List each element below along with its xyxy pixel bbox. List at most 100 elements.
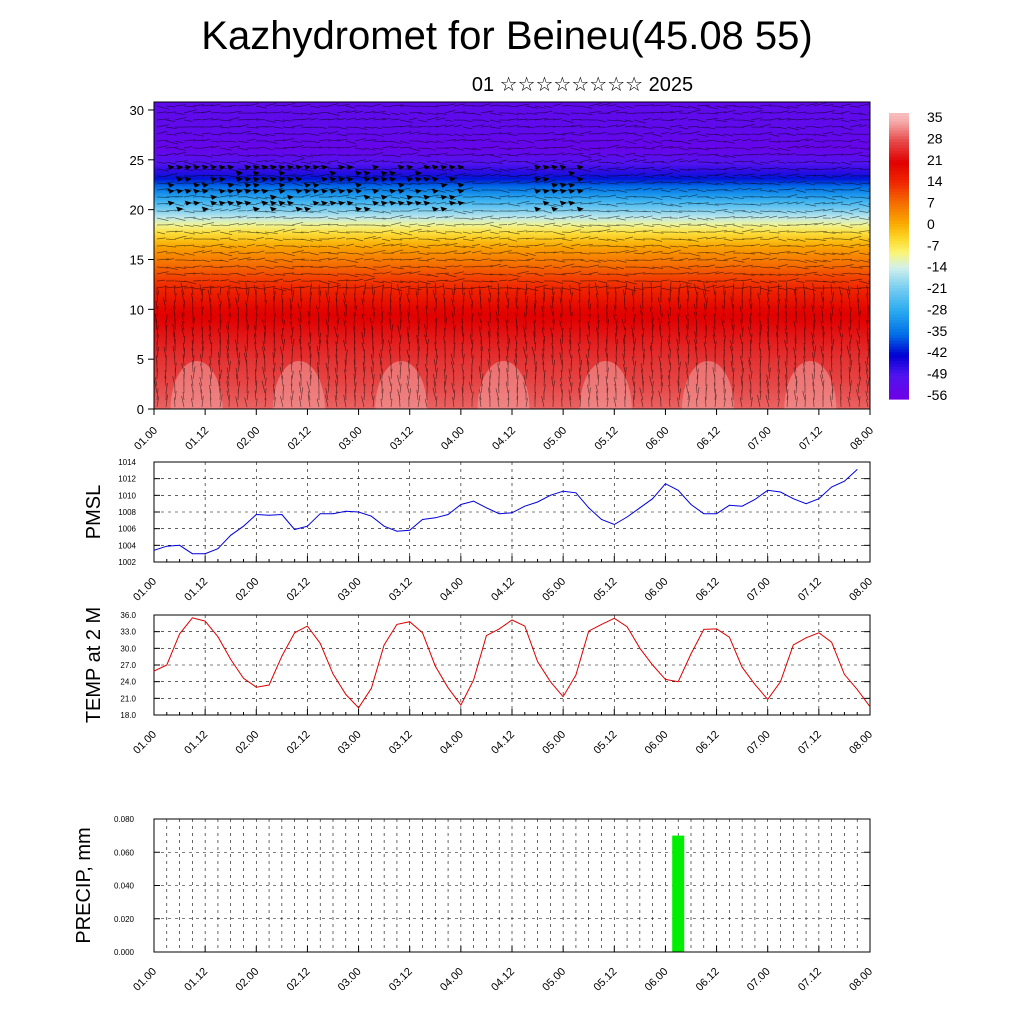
wind-barb [712, 334, 716, 345]
wind-barb [228, 265, 240, 268]
wind-barb [201, 288, 204, 303]
wind-barb [525, 287, 539, 291]
wind-barb [578, 387, 581, 401]
wind-barb [677, 380, 680, 394]
wind-barb [165, 266, 178, 270]
wind-barb [444, 119, 454, 122]
wind-barb [174, 224, 184, 228]
wind-barb [452, 369, 455, 380]
wind-barb [246, 126, 259, 129]
wind-barb [830, 317, 833, 331]
wind-barb [363, 277, 376, 282]
temp-point [473, 679, 474, 681]
wind-barb [228, 175, 241, 178]
wind-flag [304, 182, 312, 188]
wind-barb [804, 287, 816, 291]
colorbar-segment [889, 150, 909, 155]
wind-barb [676, 348, 680, 359]
wind-barb [624, 245, 636, 249]
wind-barb [291, 286, 305, 289]
wind-barb [309, 133, 319, 136]
wind-barb [516, 387, 519, 401]
wind-barb [480, 296, 482, 310]
wind-barb [561, 152, 571, 156]
wind-barb [552, 203, 564, 207]
wind-barb [821, 310, 824, 324]
wind-barb [219, 152, 231, 156]
wind-barb [822, 125, 833, 128]
wind-barb [732, 259, 745, 263]
wind-barb [192, 265, 202, 268]
wind-barb [750, 168, 760, 172]
wind-barb [606, 215, 620, 219]
wind-barb [246, 132, 259, 135]
wind-barb [291, 112, 303, 115]
wind-barb [471, 273, 482, 275]
wind-barb [651, 266, 664, 269]
wind-barb [811, 304, 815, 317]
wind-barb [264, 119, 276, 123]
wind-barb [408, 245, 418, 249]
wind-barb [462, 251, 472, 254]
wind-barb [300, 188, 314, 191]
wind-barb [489, 280, 499, 283]
temp-point [447, 687, 449, 689]
wind-flag [304, 164, 312, 170]
pmsl-point [166, 545, 168, 547]
wind-barb [822, 252, 836, 255]
wind-barb [354, 382, 357, 394]
pmsl-point [665, 483, 666, 485]
wind-barb [795, 196, 809, 199]
wind-flag [355, 188, 363, 194]
wind-barb [750, 217, 760, 219]
wind-barb [435, 231, 447, 235]
wind-barb [165, 230, 178, 233]
temp-point [537, 661, 538, 663]
wind-barb [813, 214, 827, 219]
wind-barb [840, 238, 853, 241]
wind-barb [291, 390, 294, 401]
wind-barb [237, 124, 249, 128]
wind-barb [471, 124, 485, 128]
wind-barb [480, 258, 491, 261]
wind-barb [741, 215, 753, 219]
wind-barb [408, 223, 418, 226]
wind-barb [325, 319, 329, 331]
wind-barb [246, 280, 257, 283]
wind-barb [631, 376, 635, 387]
wind-barb [686, 324, 689, 338]
wind-barb [219, 237, 231, 240]
wind-barb [642, 210, 652, 213]
wind-barb [678, 201, 692, 205]
wind-barb [327, 187, 340, 191]
wind-barb [561, 223, 571, 226]
wind-barb [389, 391, 392, 401]
wind-barb [480, 229, 491, 233]
wind-barb [461, 349, 464, 359]
wind-flag [338, 176, 346, 182]
wind-barb [606, 387, 609, 401]
colorbar-segment [889, 340, 909, 345]
wind-barb [417, 132, 431, 135]
wind-barb [434, 359, 437, 373]
wind-barb [714, 319, 716, 331]
wind-barb [516, 112, 526, 115]
colorbar-segment [889, 174, 909, 178]
colorbar-segment [889, 349, 909, 353]
wind-barb [570, 243, 581, 247]
wind-flag [329, 176, 337, 182]
wind-barb [777, 224, 791, 227]
wind-barb [552, 168, 565, 171]
wind-barb [363, 231, 374, 234]
wind-barb [434, 342, 437, 352]
wind-flag [218, 164, 226, 170]
wind-barb [849, 272, 861, 275]
wind-barb [606, 397, 609, 408]
wind-barb [506, 347, 509, 359]
wind-barb [741, 326, 744, 338]
wind-barb [489, 126, 501, 129]
wind-barb [759, 280, 772, 284]
wind-barb [318, 290, 322, 303]
wind-barb [327, 237, 337, 240]
